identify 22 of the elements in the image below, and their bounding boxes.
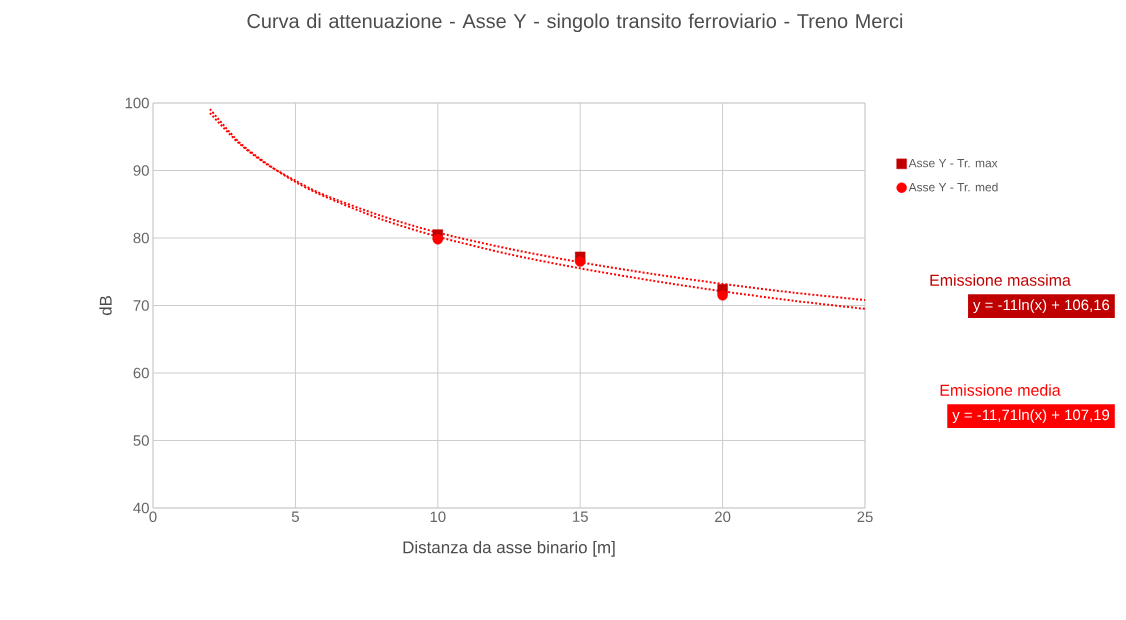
y-tick-label: 60	[133, 367, 149, 379]
legend-label: Asse Y - Tr. med	[908, 182, 998, 192]
y-tick-label: 50	[133, 435, 149, 446]
x-tick-label: 0	[149, 511, 157, 523]
x-tick-label: 10	[430, 511, 446, 523]
x-tick-label: 5	[291, 511, 299, 522]
y-tick-label: 90	[133, 165, 149, 176]
x-tick-label: 20	[715, 511, 731, 523]
y-tick-label: 100	[125, 97, 149, 109]
x-tick-label: 25	[857, 511, 873, 523]
chart-title: Curva di attenuazione - Asse Y - singolo transito ferroviario - Treno Merci	[247, 13, 903, 33]
y-tick-label: 80	[133, 232, 149, 244]
text: y = -11ln(x) + 106,16	[973, 299, 1110, 314]
x-tick-label: 15	[573, 511, 588, 522]
text: Emissione media	[940, 384, 1061, 396]
y-tick-label: 70	[133, 300, 149, 311]
y-axis-title: dB	[99, 296, 112, 316]
legend-label: Asse Y - Tr. max	[908, 158, 998, 168]
text: Emissione massima	[930, 274, 1071, 286]
x-axis-title: Distanza da asse binario [m]	[403, 540, 615, 557]
y-tick-label: 40	[133, 502, 149, 514]
text: y = -11,71ln(x) + 107,19	[952, 409, 1110, 424]
